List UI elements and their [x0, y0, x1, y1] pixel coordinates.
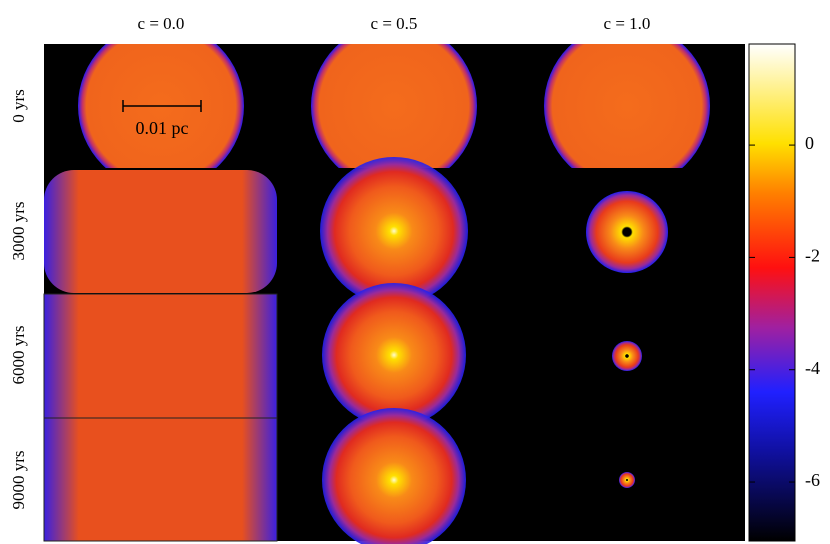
colorbar-tick-label: -2 [805, 246, 820, 266]
row-label: 6000 yrs [9, 325, 28, 384]
cloud [322, 283, 466, 427]
column-label: c = 0.5 [371, 14, 418, 33]
row-label: 3000 yrs [9, 201, 28, 260]
cloud [44, 170, 277, 293]
colorbar-tick-label: -6 [805, 470, 820, 490]
scale-bar-label: 0.01 pc [136, 118, 189, 138]
cloud [586, 191, 668, 273]
scale-bar [122, 100, 202, 112]
cloud [322, 408, 466, 544]
cloud [43, 417, 278, 542]
panels: 0.01 pc [43, 44, 745, 544]
colorbar-tick-label: 0 [805, 133, 814, 153]
colorbar [748, 43, 796, 542]
cloud [43, 293, 278, 419]
cloud [612, 341, 642, 371]
cloud [320, 157, 468, 305]
cloud [311, 44, 477, 168]
column-label: c = 1.0 [604, 14, 651, 33]
cloud [544, 44, 710, 168]
cloud [619, 472, 635, 488]
row-label: 0 yrs [9, 89, 28, 123]
row-label: 9000 yrs [9, 450, 28, 509]
colorbar-tick-label: -4 [805, 358, 820, 378]
column-label: c = 0.0 [138, 14, 185, 33]
